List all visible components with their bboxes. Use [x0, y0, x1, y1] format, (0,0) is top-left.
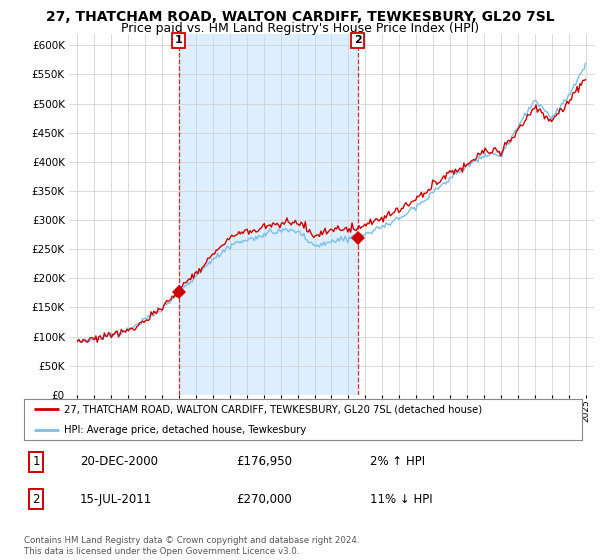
Text: 1: 1 [32, 455, 40, 468]
Text: 11% ↓ HPI: 11% ↓ HPI [370, 493, 433, 506]
Text: HPI: Average price, detached house, Tewkesbury: HPI: Average price, detached house, Tewk… [64, 424, 307, 435]
Text: 2% ↑ HPI: 2% ↑ HPI [370, 455, 425, 468]
Bar [179, 34, 358, 395]
Text: 27, THATCHAM ROAD, WALTON CARDIFF, TEWKESBURY, GL20 7SL (detached house): 27, THATCHAM ROAD, WALTON CARDIFF, TEWKE… [64, 404, 482, 414]
Text: Price paid vs. HM Land Registry's House Price Index (HPI): Price paid vs. HM Land Registry's House … [121, 22, 479, 35]
Text: 15-JUL-2011: 15-JUL-2011 [80, 493, 152, 506]
Text: Contains HM Land Registry data © Crown copyright and database right 2024.
This d: Contains HM Land Registry data © Crown c… [24, 536, 359, 556]
Text: 20-DEC-2000: 20-DEC-2000 [80, 455, 158, 468]
Text: £270,000: £270,000 [236, 493, 292, 506]
Text: £176,950: £176,950 [236, 455, 292, 468]
Text: 27, THATCHAM ROAD, WALTON CARDIFF, TEWKESBURY, GL20 7SL: 27, THATCHAM ROAD, WALTON CARDIFF, TEWKE… [46, 10, 554, 24]
Text: 2: 2 [354, 35, 361, 45]
Text: 2: 2 [32, 493, 40, 506]
Text: 1: 1 [175, 35, 182, 45]
